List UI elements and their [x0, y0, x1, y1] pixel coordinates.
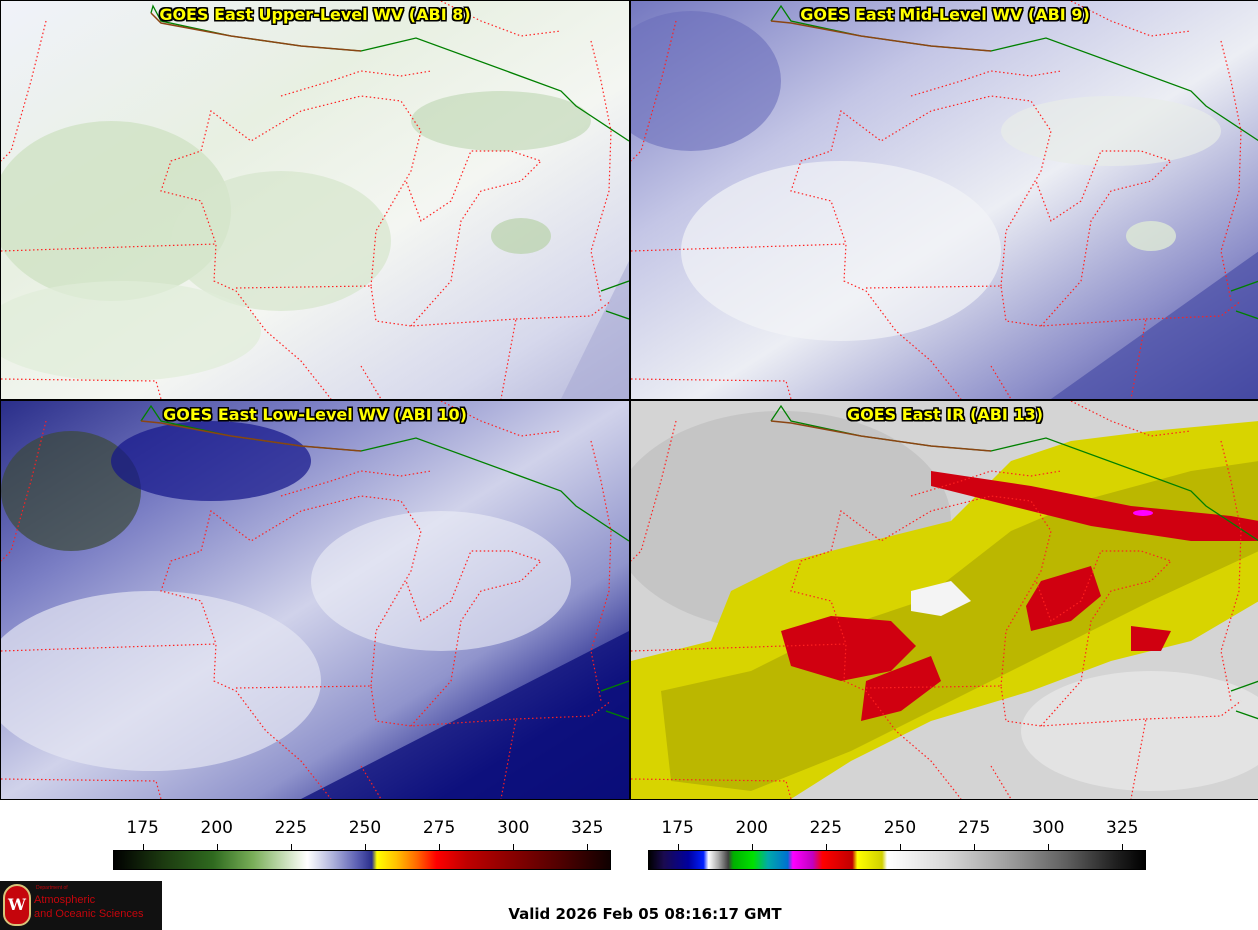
ir-panel: GOES East IR (ABI 13) — [630, 400, 1258, 800]
panel-title: GOES East Mid-Level WV (ABI 9) — [800, 5, 1090, 24]
colorbar-tick-label: 250 — [348, 818, 382, 838]
low-level-wv-panel: GOES East Low-Level WV (ABI 10) — [0, 400, 630, 800]
colorbar-tick-label: 200 — [200, 818, 233, 838]
colorbar-tick-label: 325 — [571, 818, 604, 838]
ir-colorbar — [648, 850, 1146, 870]
mid-level-wv-map — [631, 1, 1258, 399]
colorbar-tick-label: 300 — [496, 818, 530, 838]
colorbar-tick-mark — [216, 844, 218, 850]
colorbar-tick-label: 225 — [274, 818, 308, 838]
colorbar-tick-mark — [587, 844, 589, 850]
colorbar-tick-mark — [513, 844, 515, 850]
ir-map — [631, 401, 1258, 799]
colorbar-tick-mark — [1048, 844, 1050, 850]
colorbar-tick-label: 275 — [957, 818, 991, 838]
colorbar-tick-label: 200 — [735, 818, 768, 838]
colorbar-tick-label: 325 — [1106, 818, 1139, 838]
colorbar-tick-label: 275 — [422, 818, 456, 838]
colorbar-tick-label: 250 — [883, 818, 917, 838]
colorbar-tick-mark — [1122, 844, 1124, 850]
colorbar-tick-label: 175 — [126, 818, 159, 838]
colorbar-tick-mark — [439, 844, 441, 850]
logo-line-1: Atmospheric — [34, 894, 96, 906]
colorbar-tick-mark — [142, 844, 144, 850]
colorbar-tick-mark — [974, 844, 976, 850]
panel-title: GOES East IR (ABI 13) — [846, 405, 1044, 424]
colorbar-tick-mark — [290, 844, 292, 850]
low-level-wv-map — [1, 401, 629, 799]
aos-logo: W Department of Atmospheric and Oceanic … — [0, 881, 162, 930]
logo-line-2: and Oceanic Sciences — [34, 908, 144, 920]
colorbar-tick-label: 175 — [661, 818, 694, 838]
wv-colorbar — [113, 850, 611, 870]
upper-level-wv-map — [1, 1, 629, 399]
panel-title: GOES East Upper-Level WV (ABI 8) — [159, 5, 471, 24]
panel-title: GOES East Low-Level WV (ABI 10) — [163, 405, 467, 424]
colorbar-tick-mark — [364, 844, 366, 850]
mid-level-wv-panel: GOES East Mid-Level WV (ABI 9) — [630, 0, 1258, 400]
colorbar-tick-mark — [899, 844, 901, 850]
colorbar-tick-label: 300 — [1031, 818, 1065, 838]
upper-level-wv-panel: GOES East Upper-Level WV (ABI 8) — [0, 0, 630, 400]
colorbar-tick-mark — [677, 844, 679, 850]
colorbar-tick-mark — [751, 844, 753, 850]
colorbar-tick-label: 225 — [809, 818, 843, 838]
valid-time-label: Valid 2026 Feb 05 08:16:17 GMT — [508, 905, 782, 923]
colorbar-tick-mark — [825, 844, 827, 850]
uw-seal-icon: W — [3, 884, 31, 926]
logo-department-of: Department of — [36, 885, 68, 891]
